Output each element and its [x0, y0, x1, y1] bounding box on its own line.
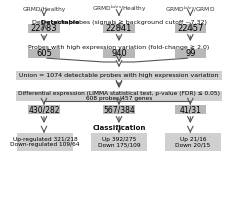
- Text: Up 21/16
Down 20/15: Up 21/16 Down 20/15: [175, 137, 211, 147]
- FancyBboxPatch shape: [103, 49, 135, 58]
- Text: 605: 605: [36, 49, 52, 58]
- Text: Up-regulated 321/218
Down-regulated 109/64: Up-regulated 321/218 Down-regulated 109/…: [10, 137, 80, 147]
- FancyBboxPatch shape: [103, 105, 135, 114]
- FancyBboxPatch shape: [28, 24, 60, 33]
- Text: Detectable: Detectable: [41, 19, 197, 24]
- Text: 22841: 22841: [106, 24, 132, 33]
- Text: 22783: 22783: [31, 24, 57, 33]
- Text: GRMD$^{bdes}$/Healthy: GRMD$^{bdes}$/Healthy: [92, 4, 146, 14]
- FancyBboxPatch shape: [16, 71, 222, 80]
- Text: 99: 99: [185, 49, 196, 58]
- FancyBboxPatch shape: [175, 49, 206, 58]
- Text: 567/384: 567/384: [103, 105, 135, 114]
- FancyBboxPatch shape: [91, 133, 147, 151]
- Text: Probes with high expression variation (fold-change ≥ 2.0): Probes with high expression variation (f…: [28, 45, 210, 50]
- FancyBboxPatch shape: [175, 105, 206, 114]
- FancyBboxPatch shape: [16, 91, 222, 101]
- Text: Union = 1074 detectable probes with high expression variation: Union = 1074 detectable probes with high…: [19, 73, 219, 78]
- Text: 22457: 22457: [177, 24, 203, 33]
- Text: 430/282: 430/282: [28, 105, 60, 114]
- FancyBboxPatch shape: [175, 24, 206, 33]
- Text: GRMD$^{bdes}$/GRMD: GRMD$^{bdes}$/GRMD: [165, 4, 215, 14]
- FancyBboxPatch shape: [28, 49, 60, 58]
- Text: Detectable probes (signals ≥ background cutoff ~7.32): Detectable probes (signals ≥ background …: [32, 19, 206, 24]
- Text: 41/31: 41/31: [179, 105, 201, 114]
- FancyBboxPatch shape: [28, 105, 60, 114]
- FancyBboxPatch shape: [103, 24, 135, 33]
- Text: GRMD/Healthy: GRMD/Healthy: [22, 7, 66, 12]
- Text: Differential expression (LIMMA statistical test, p-value (FDR) ≤ 0.05)
608 probe: Differential expression (LIMMA statistic…: [18, 91, 220, 101]
- Text: 940: 940: [111, 49, 127, 58]
- FancyBboxPatch shape: [165, 133, 221, 151]
- Text: Up 392/275
Down 175/109: Up 392/275 Down 175/109: [98, 137, 140, 147]
- Text: Classification: Classification: [92, 125, 146, 131]
- FancyBboxPatch shape: [17, 133, 73, 151]
